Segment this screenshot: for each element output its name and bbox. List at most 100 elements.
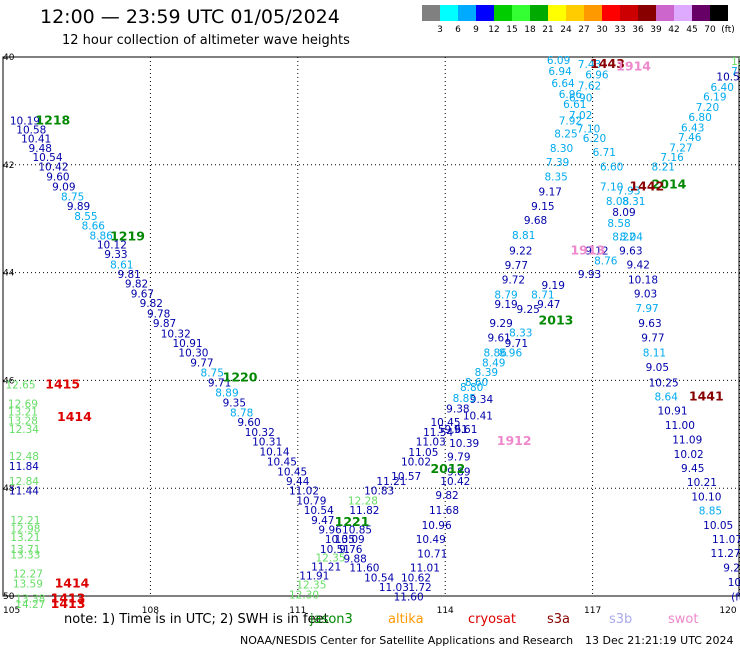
orbit-number: 1415 <box>45 376 80 391</box>
color-scale-swatch <box>548 5 566 21</box>
footer-note: note: 1) Time is in UTC; 2) SWH is in fe… <box>64 612 329 627</box>
wave-height-value: 9.72 <box>502 274 525 286</box>
wave-height-value: 6.40 <box>711 82 734 94</box>
legend-satellite-altika: altika <box>388 612 424 627</box>
wave-height-value: 10.96 <box>422 520 452 532</box>
color-scale-swatch <box>422 5 440 21</box>
lat-tick-label: 44 <box>3 269 15 279</box>
wave-height-value: 8.81 <box>512 230 535 242</box>
wave-height-value: 9.60 <box>237 417 260 429</box>
wave-height-value: 9.78 <box>147 308 170 320</box>
wave-height-value: 8.39 <box>475 367 498 379</box>
wave-height-value: 12.48 <box>9 451 39 463</box>
lon-tick-label: 117 <box>584 606 601 616</box>
wave-height-value: 8.09 <box>612 207 635 219</box>
wave-height-value: 8.21 <box>652 162 675 174</box>
wave-height-value: 9.35 <box>223 397 246 409</box>
wave-height-value: 9.12 <box>585 245 608 257</box>
wave-height-value: 9.63 <box>619 245 642 257</box>
wave-height-value: 9.82 <box>435 490 458 502</box>
wave-height-value: 9.81 <box>117 269 140 281</box>
wave-height-value: 6.20 <box>583 133 606 145</box>
wave-height-value: 9.34 <box>470 394 494 406</box>
wave-height-value: 1.72 <box>408 582 431 594</box>
lat-tick-label: 46 <box>3 376 15 386</box>
color-scale-swatch <box>458 5 476 21</box>
wave-height-value: 10.54 <box>32 152 62 164</box>
wave-height-value: 8.22 <box>612 231 635 243</box>
wave-height-value: 8.61 <box>110 259 133 271</box>
wave-height-value: 9.22 <box>509 245 532 257</box>
orbit-labels: 1218 1219 1220 1221 2012 2013 2014 1415 1414 1414… <box>35 56 723 611</box>
orbit-number: 1913 <box>570 242 605 257</box>
wave-height-value: 8.25 <box>554 128 577 140</box>
wave-height-value: 7.93 <box>617 185 640 197</box>
color-scale-swatch <box>656 5 674 21</box>
color-scale-swatch <box>638 5 656 21</box>
color-scale-swatch <box>494 5 512 21</box>
orbit-number: 1914 <box>616 58 651 73</box>
wave-height-value: 10.91 <box>173 338 203 350</box>
wave-height-value: 9.19 <box>494 299 517 311</box>
wave-height-labels: 10.1910.5810.419.4810.5410.429.609.098.7… <box>5 55 740 611</box>
wave-height-value: 10.39 <box>449 438 479 450</box>
wave-height-value: 12.27 <box>13 569 43 581</box>
color-scale-swatch <box>584 5 602 21</box>
orbit-number: 1442 <box>629 179 664 194</box>
orbit-number: 1221 <box>335 514 370 529</box>
legend-satellite-jason3: jason3 <box>310 612 353 627</box>
wave-height-value: 8.55 <box>74 211 97 223</box>
lat-tick-label: 42 <box>3 161 14 171</box>
wave-height-value: 10.51 <box>716 72 740 84</box>
color-scale-label: 42 <box>668 25 680 35</box>
orbit-number: 1413 <box>51 590 86 605</box>
wave-height-value: 7.97 <box>635 303 658 315</box>
lat-tick-label: 50 <box>3 592 15 602</box>
wave-height-value: 9.42 <box>627 259 650 271</box>
wave-height-value: 8.85 <box>453 393 476 405</box>
wave-height-value: 9.71 <box>505 338 528 350</box>
wave-height-value: 7.02 <box>569 110 592 122</box>
wave-height-value: 8.60 <box>465 377 488 389</box>
wave-height-value: 10.19 <box>10 115 40 127</box>
orbit-number: 1414 <box>57 409 92 424</box>
wave-height-value: 9.88 <box>343 554 366 566</box>
wave-height-value: 10.85 <box>342 524 372 536</box>
wave-height-value: 9.93 <box>578 269 601 281</box>
wave-height-value: 9.61 <box>454 424 477 436</box>
wave-height-value: 8.04 <box>620 231 644 243</box>
wave-height-value: 8.75 <box>201 368 224 380</box>
wave-height-value: 6.90 <box>569 93 592 105</box>
wave-height-value: 10.42 <box>38 162 68 174</box>
wave-height-value: 9.48 <box>29 143 52 155</box>
wave-height-value: 11.84 <box>9 461 39 473</box>
color-scale-label: 18 <box>524 25 536 35</box>
wave-height-value: 9.15 <box>531 201 554 213</box>
wave-height-value: 7.62 <box>578 80 601 92</box>
wave-height-value: 12.84 <box>9 476 39 488</box>
orbit-number: 1441 <box>689 388 724 403</box>
wave-height-value: 10.79 <box>296 495 326 507</box>
wave-height-value: 9.76 <box>339 544 363 556</box>
wave-height-value: 7.16 <box>660 152 684 164</box>
wave-height-value: 13.59 <box>13 578 43 590</box>
wave-height-value: 9.38 <box>446 404 469 416</box>
wave-height-value: 10.32 <box>245 427 275 439</box>
wave-height-value: 10.18 <box>628 274 658 286</box>
color-scale-swatch <box>674 5 692 21</box>
lon-tick-label: 114 <box>437 606 454 616</box>
wave-height-value: 9.82 <box>140 298 163 310</box>
legend-satellite-s3b: s3b <box>609 612 633 627</box>
orbit-number: 1912 <box>497 433 532 448</box>
wave-height-value: 10.45 <box>430 417 460 429</box>
wave-height-value: 10.42 <box>440 476 470 488</box>
wave-height-value: 6.80 <box>688 112 711 124</box>
wave-height-value: 6.96 <box>559 89 583 101</box>
lat-tick-label: 40 <box>3 53 15 63</box>
wave-height-value: 8.76 <box>594 256 618 268</box>
wave-height-value: 12.28 <box>348 495 378 507</box>
wave-height-value: 9.19 <box>542 280 565 292</box>
wave-height-value: 9.03 <box>634 288 657 300</box>
wave-height-value: 11.02 <box>289 486 319 498</box>
wave-height-value: 9.77 <box>641 333 664 345</box>
